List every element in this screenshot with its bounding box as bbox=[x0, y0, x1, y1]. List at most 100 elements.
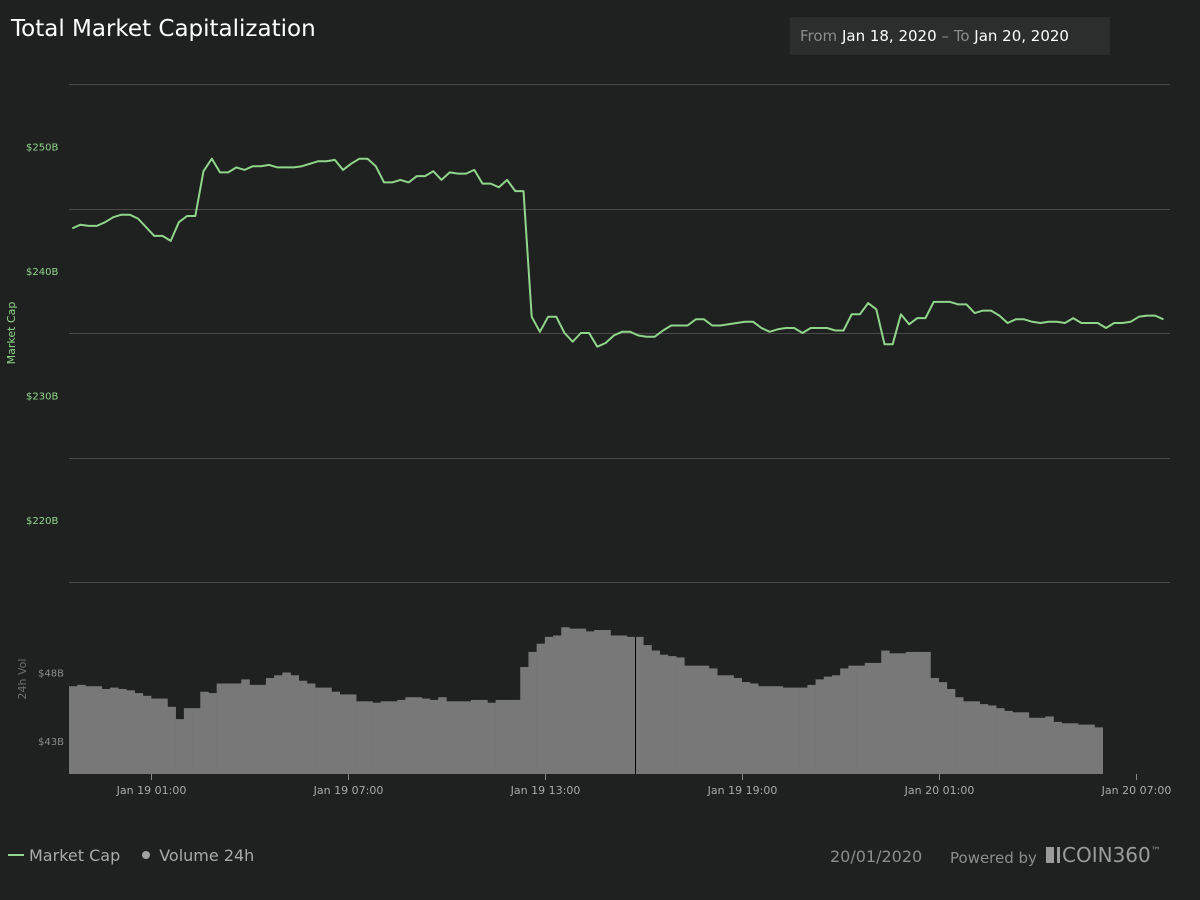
volume-bar bbox=[1012, 712, 1021, 774]
volume-bar bbox=[265, 678, 275, 774]
volume-bar bbox=[69, 686, 78, 774]
volume-bar bbox=[290, 675, 300, 774]
volume-bar bbox=[479, 699, 488, 774]
y-tick-label: $250B bbox=[26, 142, 58, 153]
volume-bar bbox=[167, 706, 176, 774]
volume-bar bbox=[274, 675, 283, 774]
volume-bar bbox=[979, 704, 989, 774]
volume-bar bbox=[405, 697, 414, 774]
y-tick-label: $230B bbox=[26, 391, 58, 402]
volume-bar bbox=[955, 697, 964, 774]
volume-bar bbox=[306, 683, 316, 774]
volume-bar bbox=[840, 668, 849, 774]
volume-bar bbox=[356, 701, 365, 774]
volume-bar bbox=[823, 676, 833, 774]
volume-bar bbox=[183, 708, 193, 774]
date-range-picker[interactable]: From Jan 18, 2020 – To Jan 20, 2020 bbox=[790, 17, 1110, 55]
volume-bar bbox=[438, 697, 447, 774]
volume-bar bbox=[520, 667, 529, 774]
volume-bar bbox=[536, 643, 546, 774]
volume-bar bbox=[610, 635, 619, 774]
volume-bar bbox=[241, 679, 250, 774]
volume-bar bbox=[987, 705, 997, 774]
volume-bar bbox=[544, 636, 554, 774]
footer-date: 20/01/2020 bbox=[830, 847, 923, 866]
y-axis-title-market-cap: Market Cap bbox=[5, 302, 18, 365]
volume-bar bbox=[315, 687, 324, 774]
volume-bar bbox=[1069, 723, 1079, 774]
volume-bar bbox=[577, 628, 587, 774]
x-tick-label: Jan 20 07:00 bbox=[1101, 784, 1172, 797]
y-axis-title-volume: 24h Vol bbox=[16, 659, 29, 700]
volume-bar bbox=[659, 654, 669, 774]
volume-bar bbox=[1028, 717, 1038, 774]
volume-bar bbox=[1061, 723, 1071, 774]
y-tick-label: $240B bbox=[26, 267, 58, 278]
volume-bar bbox=[881, 650, 890, 774]
volume-bar bbox=[626, 636, 636, 774]
chart-title: Total Market Capitalization bbox=[11, 16, 316, 42]
volume-bar bbox=[700, 665, 710, 774]
x-axis: Jan 19 01:00 Jan 19 07:00 Jan 19 13:00 Jan … bbox=[116, 774, 1172, 797]
volume-bar bbox=[856, 665, 866, 774]
market-cap-chart[interactable]: $250B $240B $230B $220B $48B $43B Jan 19 01:0… bbox=[0, 0, 1200, 830]
to-date[interactable]: Jan 20, 2020 bbox=[974, 27, 1069, 45]
coin360-mark-icon bbox=[1046, 847, 1054, 863]
volume-bar bbox=[397, 699, 406, 774]
from-date[interactable]: Jan 18, 2020 bbox=[841, 27, 937, 45]
volume-bar bbox=[446, 701, 455, 774]
volume-bar bbox=[790, 687, 800, 774]
volume-bar bbox=[1078, 724, 1087, 774]
volume-bar bbox=[249, 684, 258, 774]
volume-bar bbox=[93, 686, 103, 774]
volume-bar bbox=[224, 683, 234, 774]
dot-swatch-icon bbox=[142, 851, 151, 859]
volume-bar bbox=[749, 683, 759, 774]
volume-bar bbox=[126, 690, 135, 774]
volume-bar bbox=[331, 691, 341, 774]
volume-bar bbox=[815, 679, 825, 774]
volume-bar bbox=[848, 665, 857, 774]
volume-bar bbox=[1086, 724, 1095, 774]
volume-bar bbox=[667, 656, 677, 774]
volume-bar bbox=[569, 628, 578, 774]
volume-bar bbox=[233, 683, 242, 774]
volume-bar bbox=[831, 675, 841, 774]
volume-bar bbox=[889, 653, 898, 774]
volume-bar bbox=[142, 695, 152, 774]
coin360-logo[interactable]: COIN360 ™ bbox=[1046, 843, 1161, 867]
volume-bar bbox=[963, 701, 972, 774]
volume-bar bbox=[807, 684, 816, 774]
y-tick-label: $220B bbox=[26, 516, 58, 527]
volume-bar bbox=[413, 697, 423, 774]
volume-bar bbox=[618, 635, 628, 774]
volume-bar bbox=[487, 702, 496, 774]
x-tick-label: Jan 19 13:00 bbox=[510, 784, 581, 797]
legend-volume[interactable]: Volume 24h bbox=[159, 845, 255, 865]
volume-bar bbox=[758, 686, 767, 774]
volume-bar bbox=[1004, 710, 1013, 774]
volume-bar bbox=[905, 651, 915, 774]
volume-bar bbox=[339, 694, 349, 774]
volume-bar bbox=[651, 650, 660, 774]
volume-bar bbox=[996, 708, 1005, 774]
volume-bar bbox=[282, 672, 291, 774]
volume-bar bbox=[495, 699, 505, 774]
to-label: To bbox=[953, 27, 970, 45]
volume-bar bbox=[782, 687, 792, 774]
volume-tick-label: $43B bbox=[38, 737, 64, 748]
volume-bar bbox=[946, 688, 956, 774]
y-axis-labels: $250B $240B $230B $220B $48B $43B bbox=[26, 142, 64, 748]
volume-bar bbox=[454, 701, 464, 774]
x-tick-label: Jan 19 01:00 bbox=[116, 784, 187, 797]
legend-market-cap[interactable]: Market Cap bbox=[29, 845, 121, 865]
from-label: From bbox=[800, 27, 838, 45]
volume-bar bbox=[257, 684, 267, 774]
volume-bar bbox=[512, 699, 521, 774]
volume-bar bbox=[717, 675, 726, 774]
volume-bar bbox=[298, 680, 308, 774]
x-tick-label: Jan 20 01:00 bbox=[904, 784, 975, 797]
volume-bar bbox=[151, 698, 160, 774]
volume-bar bbox=[323, 687, 332, 774]
legend: Market Cap Volume 24h bbox=[8, 844, 254, 866]
